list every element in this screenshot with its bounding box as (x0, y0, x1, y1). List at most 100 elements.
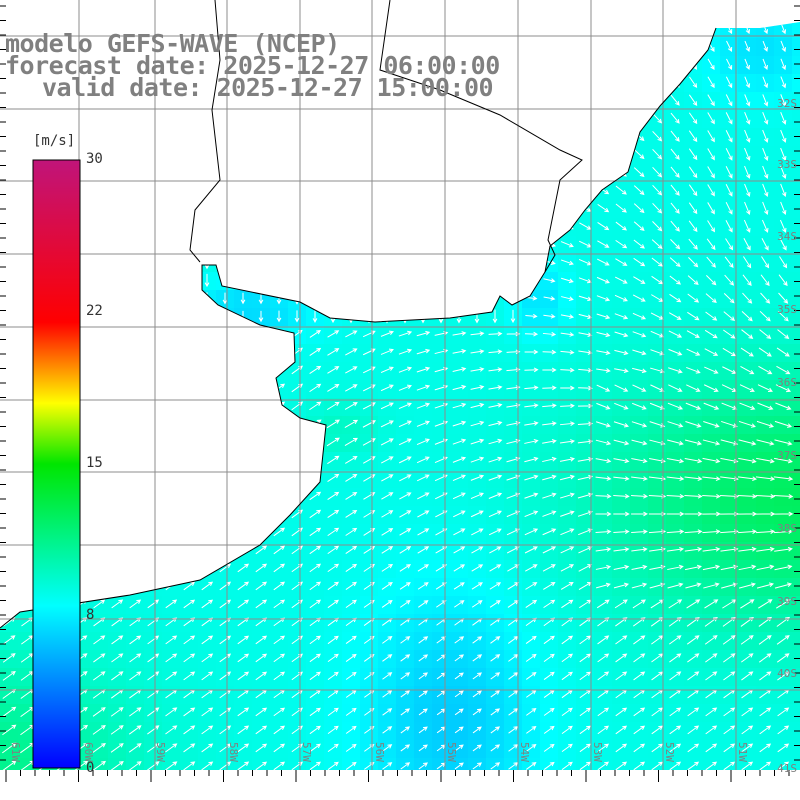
wind-speed-cell (216, 218, 235, 237)
wind-arrow (756, 439, 775, 446)
wind-arrow (240, 183, 246, 198)
wind-arrow (470, 456, 485, 463)
wind-arrow (474, 183, 480, 198)
wind-arrow (3, 455, 16, 465)
wind-arrow (596, 368, 611, 373)
wind-arrow (631, 421, 648, 428)
wind-arrow (543, 635, 555, 645)
wind-arrow (255, 527, 268, 537)
wind-speed-cell (270, 722, 289, 741)
wind-arrow (438, 111, 444, 126)
wind-arrow (3, 599, 16, 609)
wind-speed-cell (774, 722, 793, 741)
wind-arrow (651, 761, 664, 770)
wind-speed-cell (126, 200, 145, 219)
wind-arrow (526, 726, 537, 734)
wind-arrow (687, 653, 700, 663)
wind-arrow (147, 473, 160, 483)
wind-speed-cell (720, 272, 739, 291)
wind-arrow (579, 743, 591, 753)
wind-arrow (542, 43, 556, 50)
wind-speed-cell (324, 632, 343, 651)
wind-arrow (237, 725, 250, 735)
wind-arrow (524, 187, 539, 194)
wind-arrow (366, 219, 372, 234)
wind-arrow (309, 473, 322, 483)
wind-speed-cell (324, 398, 343, 417)
wind-arrow (345, 671, 357, 680)
wind-arrow (669, 743, 682, 753)
wind-arrow (742, 274, 752, 287)
wind-speed-cell (630, 236, 649, 255)
wind-speed-cell (450, 416, 469, 435)
wind-speed-cell (774, 524, 793, 543)
wind-arrow (380, 438, 394, 446)
wind-arrow (201, 509, 214, 519)
wind-speed-cell (522, 218, 541, 237)
wind-speed-cell (90, 704, 109, 723)
wind-arrow (255, 725, 268, 735)
wind-speed-cell (522, 308, 541, 327)
wind-speed-cell (414, 686, 433, 705)
wind-arrow (129, 419, 142, 429)
wind-arrow (399, 474, 412, 482)
wind-arrow (309, 581, 322, 591)
wind-speed-cell (198, 632, 217, 651)
wind-speed-cell (378, 308, 397, 327)
wind-arrow (492, 273, 498, 288)
wind-speed-cell (522, 614, 541, 633)
wind-speed-cell (594, 56, 613, 75)
wind-arrow (707, 202, 715, 215)
wind-speed-cell (126, 722, 145, 741)
wind-arrow (525, 278, 538, 283)
wind-speed-cell (648, 452, 667, 471)
wind-arrow (2, 706, 17, 718)
wind-arrow (488, 438, 503, 445)
wind-arrow (183, 581, 196, 591)
wind-speed-cell (666, 128, 685, 147)
wind-arrow (382, 726, 393, 734)
wind-arrow (506, 385, 521, 390)
wind-speed-cell (324, 668, 343, 687)
wind-speed-cell (306, 362, 325, 381)
wind-arrow (470, 420, 485, 427)
wind-arrow (219, 383, 232, 393)
wind-arrow (615, 743, 628, 753)
wind-arrow (222, 129, 228, 144)
wind-arrow (667, 402, 684, 410)
wind-speed-cell (756, 416, 775, 435)
wind-arrow (524, 97, 539, 104)
wind-speed-cell (486, 128, 505, 147)
wind-speed-cell (270, 758, 289, 770)
wind-speed-cell (144, 254, 163, 273)
wind-speed-cell (720, 560, 739, 579)
wind-speed-cell (126, 182, 145, 201)
wind-speed-cell (270, 596, 289, 615)
wind-arrow (667, 421, 684, 428)
wind-arrow (456, 165, 462, 180)
wind-arrow (452, 456, 467, 463)
wind-arrow (219, 491, 232, 501)
wind-speed-cell (450, 524, 469, 543)
wind-speed-cell (180, 380, 199, 399)
wind-speed-cell (684, 362, 703, 381)
wind-arrow (114, 309, 120, 324)
wind-arrow (758, 347, 772, 357)
wind-speed-cell (684, 722, 703, 741)
wind-arrow (273, 653, 286, 663)
wind-arrow (128, 725, 142, 735)
wind-arrow (204, 237, 210, 252)
wind-speed-cell (684, 506, 703, 525)
wind-speed-cell (774, 416, 793, 435)
wind-speed-cell (378, 344, 397, 363)
wind-speed-cell (666, 470, 685, 489)
wind-arrow (400, 744, 411, 752)
wind-arrow (762, 111, 769, 125)
wind-arrow (510, 255, 516, 270)
wind-speed-cell (180, 128, 199, 147)
wind-speed-cell (198, 506, 217, 525)
wind-speed-cell (288, 110, 307, 129)
wind-speed-cell (288, 758, 307, 770)
wind-speed-cell (396, 578, 415, 597)
wind-speed-cell (738, 758, 757, 770)
